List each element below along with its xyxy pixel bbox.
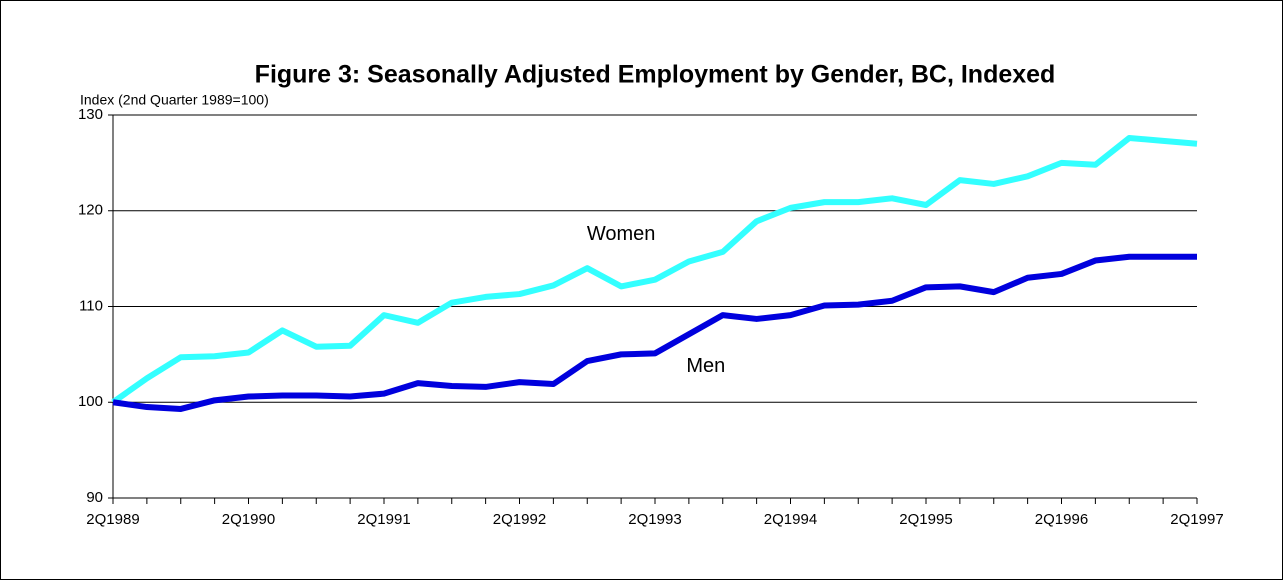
y-tick-label: 100 — [78, 393, 103, 410]
x-tick-label: 2Q1994 — [764, 511, 817, 528]
x-tick-label: 2Q1991 — [357, 511, 410, 528]
x-tick-label: 2Q1990 — [222, 511, 275, 528]
series-line — [112, 253, 1197, 412]
y-tick-label: 110 — [79, 297, 103, 314]
y-tick-label: 90 — [86, 489, 103, 506]
x-tick-label: 2Q1989 — [86, 511, 139, 528]
y-tick-label: 120 — [78, 202, 103, 219]
x-tick-label: 2Q1993 — [628, 511, 681, 528]
x-tick-label: 2Q1992 — [493, 511, 546, 528]
series-label: Men — [686, 355, 725, 377]
y-axis-label: Index (2nd Quarter 1989=100) — [80, 92, 269, 108]
series-label: Women — [587, 223, 656, 245]
x-tick-label: 2Q1997 — [1170, 511, 1223, 528]
x-tick-label: 2Q1995 — [899, 511, 952, 528]
series-line — [111, 134, 1198, 405]
x-tick-label: 2Q1996 — [1035, 511, 1088, 528]
chart-title: Figure 3: Seasonally Adjusted Employment… — [255, 61, 1056, 89]
y-tick-label: 130 — [78, 106, 103, 123]
